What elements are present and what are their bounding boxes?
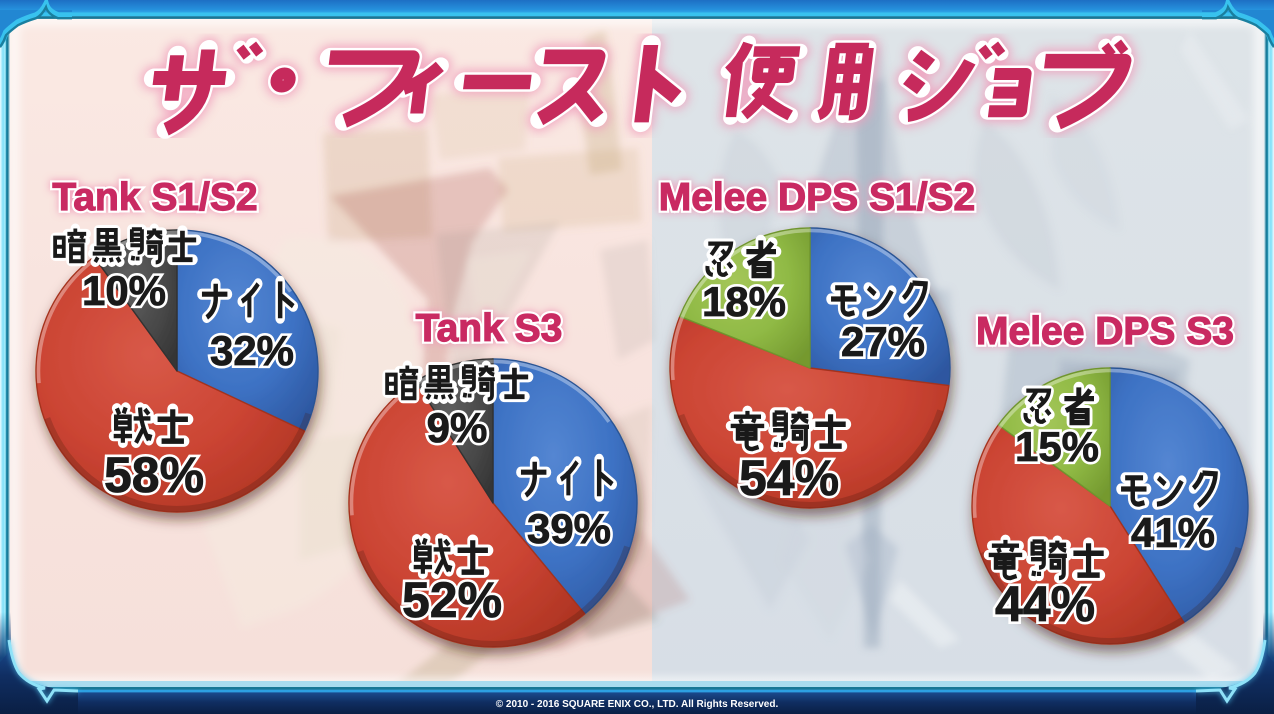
svg-text:27%: 27% bbox=[841, 318, 925, 365]
svg-text:41%: 41% bbox=[1131, 509, 1215, 556]
svg-text:58%: 58% bbox=[104, 447, 204, 503]
svg-text:58%: 58% bbox=[104, 447, 204, 503]
svg-text:15%: 15% bbox=[1015, 423, 1099, 470]
svg-text:© 2010 - 2016 SQUARE ENIX CO.,: © 2010 - 2016 SQUARE ENIX CO., LTD. All … bbox=[496, 699, 779, 710]
svg-text:32%: 32% bbox=[210, 327, 294, 374]
svg-text:52%: 52% bbox=[402, 572, 502, 628]
svg-text:Tank S3: Tank S3 bbox=[416, 307, 563, 350]
svg-text:Melee DPS S3: Melee DPS S3 bbox=[976, 310, 1234, 353]
svg-text:32%: 32% bbox=[210, 327, 294, 374]
svg-text:39%: 39% bbox=[527, 505, 611, 552]
svg-text:Tank S1/S2: Tank S1/S2 bbox=[52, 176, 257, 219]
svg-text:Melee DPS S1/S2: Melee DPS S1/S2 bbox=[659, 176, 976, 219]
svg-text:44%: 44% bbox=[995, 576, 1095, 632]
svg-text:54%: 54% bbox=[739, 450, 839, 506]
svg-text:Melee DPS S3: Melee DPS S3 bbox=[976, 310, 1234, 353]
svg-text:44%: 44% bbox=[995, 576, 1095, 632]
svg-text:18%: 18% bbox=[702, 278, 786, 325]
svg-text:39%: 39% bbox=[527, 505, 611, 552]
svg-text:9%: 9% bbox=[427, 404, 488, 451]
svg-text:15%: 15% bbox=[1015, 423, 1099, 470]
svg-text:41%: 41% bbox=[1131, 509, 1215, 556]
svg-text:10%: 10% bbox=[82, 267, 166, 314]
svg-text:9%: 9% bbox=[427, 404, 488, 451]
svg-text:Melee DPS S1/S2: Melee DPS S1/S2 bbox=[659, 176, 976, 219]
svg-text:27%: 27% bbox=[841, 318, 925, 365]
svg-text:52%: 52% bbox=[402, 572, 502, 628]
svg-text:Tank S3: Tank S3 bbox=[416, 307, 563, 350]
svg-text:Tank S1/S2: Tank S1/S2 bbox=[52, 176, 257, 219]
svg-text:10%: 10% bbox=[82, 267, 166, 314]
svg-text:54%: 54% bbox=[739, 450, 839, 506]
svg-text:18%: 18% bbox=[702, 278, 786, 325]
